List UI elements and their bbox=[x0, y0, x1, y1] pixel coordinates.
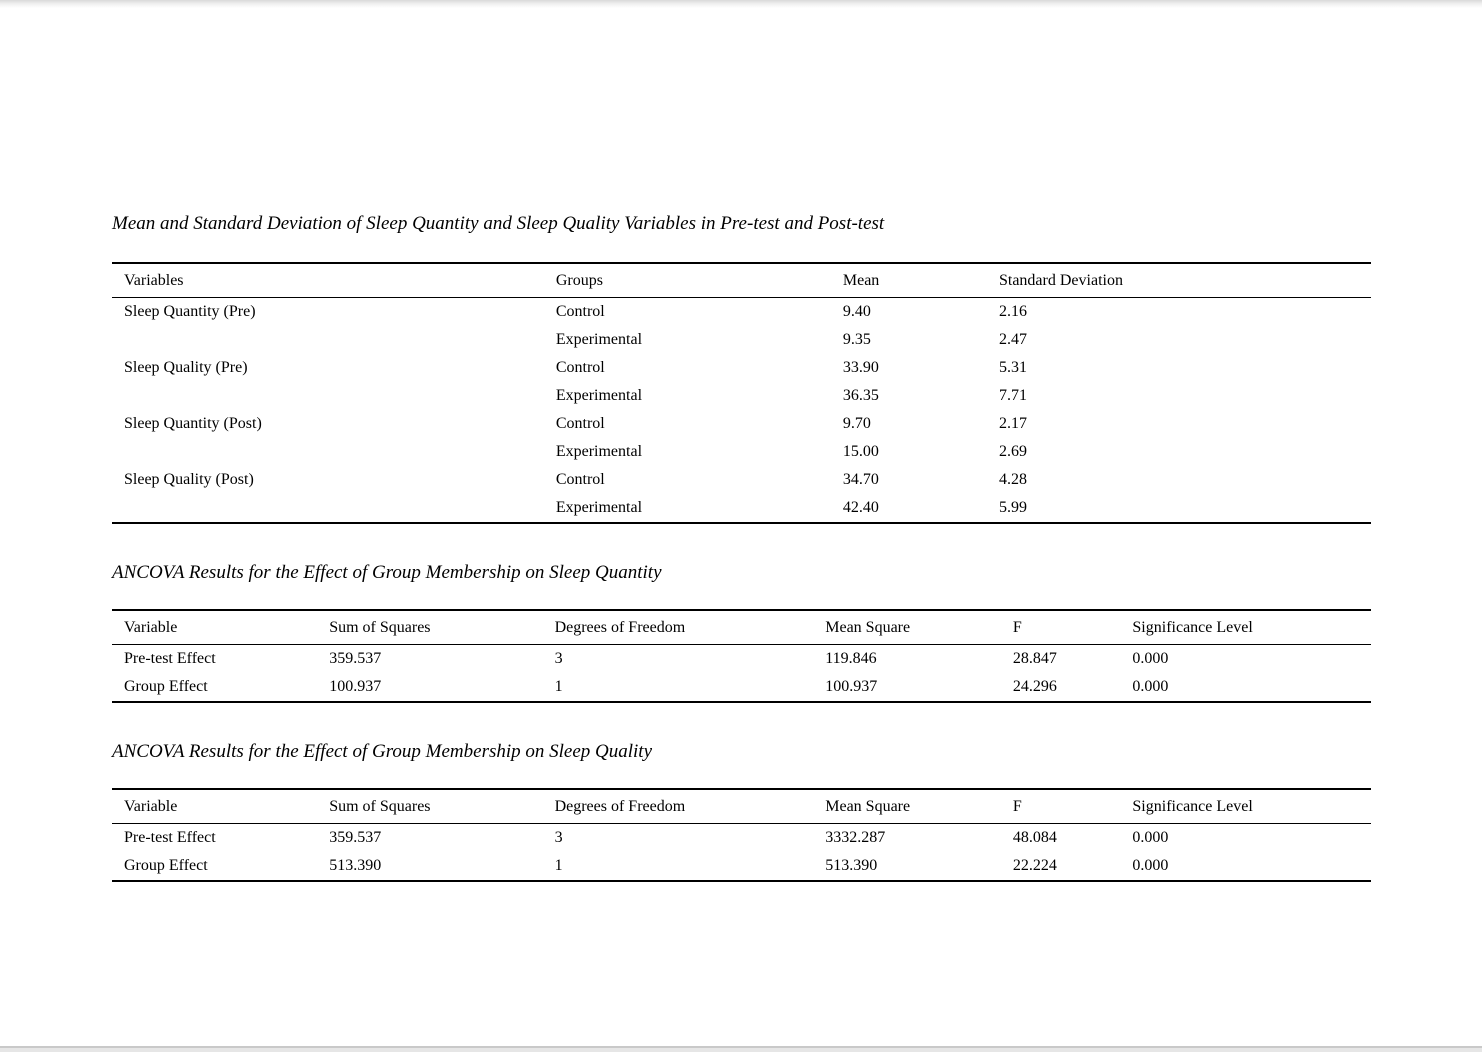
table-cell: Pre-test Effect bbox=[124, 650, 216, 667]
table-cell: 5.31 bbox=[998, 359, 1027, 376]
table-cell: Experimental bbox=[555, 331, 643, 348]
table-cell: Group Effect bbox=[124, 678, 208, 695]
table-cell: Experimental bbox=[555, 387, 643, 404]
table-row: Sleep Quantity (Pre) Control 9.40 2.16 bbox=[112, 298, 1371, 327]
table-row: Group Effect 100.937 1 100.937 24.296 0.000 bbox=[112, 673, 1371, 702]
table-cell: 2.47 bbox=[998, 331, 1027, 348]
table-row: Experimental 15.00 2.69 bbox=[112, 438, 1371, 466]
table-cell: 36.35 bbox=[842, 387, 879, 404]
document-content: Mean and Standard Deviation of Sleep Qua… bbox=[112, 0, 1371, 882]
column-header: Variable bbox=[112, 610, 318, 645]
table-cell bbox=[112, 382, 544, 410]
table-cell: 9.40 bbox=[842, 303, 871, 320]
table-cell: 3 bbox=[554, 650, 563, 667]
table-title: Mean and Standard Deviation of Sleep Qua… bbox=[112, 213, 885, 234]
table-cell: 1 bbox=[554, 678, 563, 695]
column-header: Groups bbox=[543, 263, 831, 298]
column-header: Degrees of Freedom bbox=[542, 789, 814, 824]
page-top-shadow bbox=[0, 0, 1482, 8]
table-cell: 2.17 bbox=[998, 415, 1027, 432]
table-row: Experimental 36.35 7.71 bbox=[112, 382, 1371, 410]
table-cell: Sleep Quantity (Pre) bbox=[124, 303, 256, 320]
table-cell: Control bbox=[555, 415, 605, 432]
column-header: Significance Level bbox=[1120, 610, 1371, 645]
column-header: Significance Level bbox=[1120, 789, 1371, 824]
column-header: Sum of Squares bbox=[317, 789, 543, 824]
column-header: F bbox=[1000, 610, 1121, 645]
table-row: Sleep Quality (Post) Control 34.70 4.28 bbox=[112, 466, 1371, 494]
table-cell: Pre-test Effect bbox=[124, 829, 216, 846]
column-header: Degrees of Freedom bbox=[542, 610, 814, 645]
table-cell: 100.937 bbox=[329, 678, 382, 695]
table-cell: Group Effect bbox=[124, 857, 208, 874]
table-cell: 4.28 bbox=[998, 471, 1027, 488]
table-cell: 9.70 bbox=[842, 415, 871, 432]
page-bottom-edge bbox=[0, 1046, 1482, 1052]
column-header: Mean Square bbox=[813, 789, 1001, 824]
table-cell bbox=[112, 494, 544, 523]
table-cell: 15.00 bbox=[842, 443, 879, 460]
table-header-row: Variable Sum of Squares Degrees of Freedom… bbox=[112, 610, 1371, 645]
table-row: Sleep Quality (Pre) Control 33.90 5.31 bbox=[112, 354, 1371, 382]
table-cell: 0.000 bbox=[1132, 857, 1169, 874]
table-title: ANCOVA Results for the Effect of Group M… bbox=[112, 562, 662, 583]
table-header-row: Variables Groups Mean Standard Deviation bbox=[112, 263, 1371, 298]
table-cell: Experimental bbox=[555, 443, 643, 460]
column-header: Mean Square bbox=[813, 610, 1001, 645]
table-cell: 42.40 bbox=[842, 499, 879, 516]
table-cell: 100.937 bbox=[825, 678, 878, 695]
table-row: Group Effect 513.390 1 513.390 22.224 0.000 bbox=[112, 852, 1371, 881]
table-cell: Control bbox=[555, 471, 605, 488]
table-cell: 2.69 bbox=[998, 443, 1027, 460]
table-cell: 34.70 bbox=[842, 471, 879, 488]
table-row: Pre-test Effect 359.537 3 119.846 28.847 0.00… bbox=[112, 645, 1371, 674]
table-cell: 359.537 bbox=[329, 650, 382, 667]
table-cell: 9.35 bbox=[842, 331, 871, 348]
table-cell: Control bbox=[555, 303, 605, 320]
table-cell bbox=[112, 326, 544, 354]
stats-table: Variable Sum of Squares Degrees of Freedom… bbox=[112, 609, 1371, 703]
stats-table: Variables Groups Mean Standard Deviation Sle… bbox=[112, 262, 1371, 524]
table-cell: 48.084 bbox=[1012, 829, 1057, 846]
table-cell: 359.537 bbox=[329, 829, 382, 846]
table-cell: 7.71 bbox=[998, 387, 1027, 404]
column-header: Standard Deviation bbox=[986, 263, 1371, 298]
table-cell: 0.000 bbox=[1132, 829, 1169, 846]
table-cell: 0.000 bbox=[1132, 650, 1169, 667]
table-cell: 2.16 bbox=[998, 303, 1027, 320]
table-cell: 3 bbox=[554, 829, 563, 846]
table-cell: 119.846 bbox=[825, 650, 877, 667]
table-cell: Control bbox=[555, 359, 605, 376]
table-cell: Sleep Quality (Pre) bbox=[124, 359, 248, 376]
table-cell: 5.99 bbox=[998, 499, 1027, 516]
column-header: Variable bbox=[112, 789, 318, 824]
table-cell: 33.90 bbox=[842, 359, 879, 376]
table-cell: Sleep Quantity (Post) bbox=[124, 415, 262, 432]
table-cell: 24.296 bbox=[1012, 678, 1057, 695]
table-row: Experimental 42.40 5.99 bbox=[112, 494, 1371, 523]
table-cell: 22.224 bbox=[1012, 857, 1057, 874]
table-cell: Experimental bbox=[555, 499, 643, 516]
column-header: F bbox=[1000, 789, 1121, 824]
column-header: Variables bbox=[112, 263, 544, 298]
table-row: Sleep Quantity (Post) Control 9.70 2.17 bbox=[112, 410, 1371, 438]
table-header-row: Variable Sum of Squares Degrees of Freedom… bbox=[112, 789, 1371, 824]
table-cell: 3332.287 bbox=[825, 829, 886, 846]
column-header: Sum of Squares bbox=[317, 610, 543, 645]
table-cell: 1 bbox=[554, 857, 563, 874]
table-title: ANCOVA Results for the Effect of Group M… bbox=[112, 741, 653, 762]
stats-table: Variable Sum of Squares Degrees of Freedom… bbox=[112, 788, 1371, 882]
table-cell: 0.000 bbox=[1132, 678, 1169, 695]
table-row: Pre-test Effect 359.537 3 3332.287 48.084 0.0… bbox=[112, 824, 1371, 853]
table-cell: 513.390 bbox=[825, 857, 878, 874]
column-header: Mean bbox=[830, 263, 987, 298]
table-cell bbox=[112, 438, 544, 466]
table-cell: 28.847 bbox=[1012, 650, 1057, 667]
table-row: Experimental 9.35 2.47 bbox=[112, 326, 1371, 354]
table-cell: 513.390 bbox=[329, 857, 382, 874]
table-cell: Sleep Quality (Post) bbox=[124, 471, 254, 488]
